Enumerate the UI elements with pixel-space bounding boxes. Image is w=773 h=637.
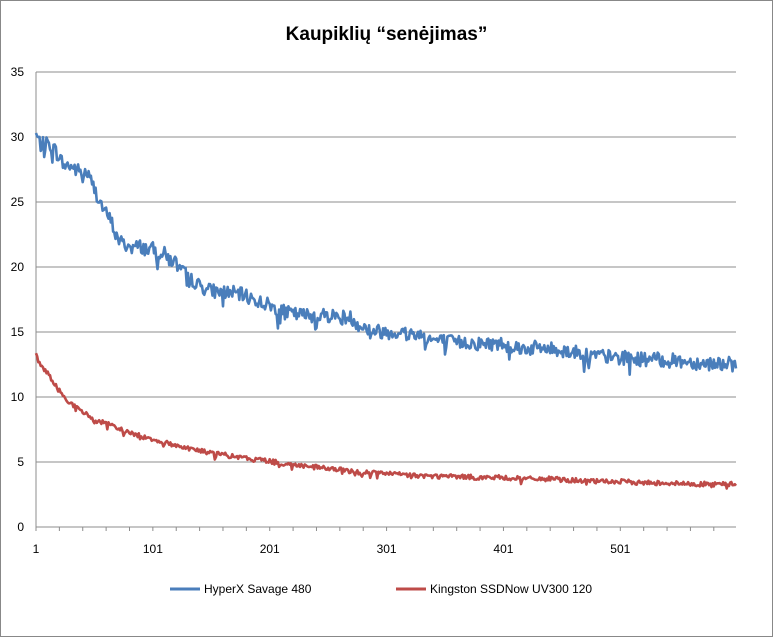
series-line-0	[34, 132, 738, 376]
y-tick-label: 5	[17, 455, 24, 469]
y-tick-label: 0	[17, 520, 24, 534]
x-axis: 1 101 201 301 401 501	[33, 526, 736, 556]
grid-lines	[36, 71, 736, 463]
y-axis: 0 5 10 15 20 25 30 35	[11, 65, 37, 534]
y-tick-label: 35	[11, 65, 25, 79]
x-tick-label: 101	[143, 542, 163, 556]
x-tick-label: 201	[260, 542, 280, 556]
x-tick-label: 401	[493, 542, 513, 556]
legend: HyperX Savage 480 Kingston SSDNow UV300 1…	[170, 582, 592, 596]
x-tick-label: 1	[33, 542, 40, 556]
series-line-1	[34, 352, 738, 490]
legend-label-1: Kingston SSDNow UV300 120	[430, 582, 592, 596]
chart-title: Kaupiklių “senėjimas”	[285, 24, 488, 45]
x-tick-label: 301	[377, 542, 397, 556]
y-tick-label: 25	[11, 195, 25, 209]
y-tick-label: 20	[11, 260, 25, 274]
y-tick-label: 10	[11, 390, 25, 404]
series-lines	[34, 132, 738, 490]
y-tick-label: 30	[11, 130, 25, 144]
y-tick-label: 15	[11, 325, 25, 339]
x-tick-label: 501	[610, 542, 630, 556]
legend-label-0: HyperX Savage 480	[204, 582, 312, 596]
